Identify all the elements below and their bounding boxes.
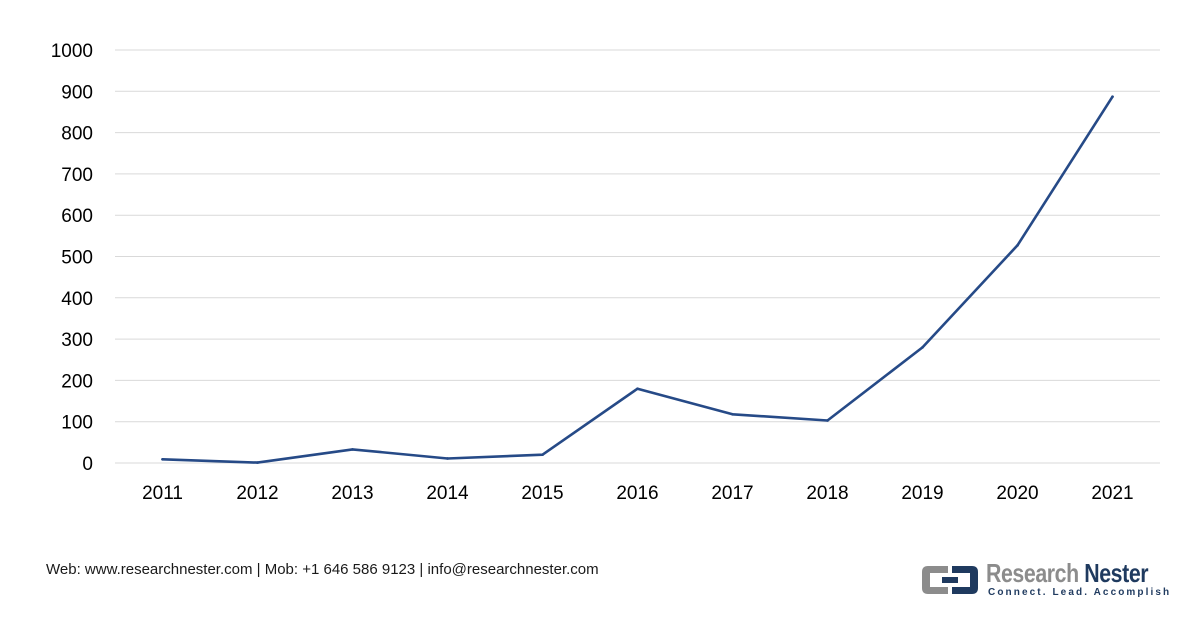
data-point: [256, 461, 259, 464]
data-series: [161, 95, 1114, 464]
y-tick-label: 800: [61, 124, 93, 145]
y-tick-label: 0: [82, 454, 93, 475]
data-point: [161, 457, 164, 461]
data-point: [731, 412, 734, 416]
footer-contact-info: Web: www.researchnester.com | Mob: +1 64…: [46, 561, 599, 578]
x-tick-label: 2011: [142, 483, 183, 504]
y-tick-label: 300: [61, 330, 93, 351]
y-tick-label: 400: [61, 289, 93, 310]
x-tick-label: 2015: [521, 483, 563, 504]
y-tick-label: 500: [61, 248, 93, 269]
brand-name-part1: Research: [986, 558, 1079, 588]
x-tick-label: 2014: [426, 483, 469, 504]
series-line: [161, 95, 1114, 464]
data-point: [636, 387, 639, 390]
gridlines: [115, 49, 1160, 464]
x-tick-label: 2018: [806, 483, 848, 504]
brand-logo: Research Nester Connect. Lead. Accomplis…: [918, 558, 1180, 602]
y-tick-label: 600: [61, 206, 93, 227]
brand-name-part2: Nester: [1084, 558, 1149, 588]
x-tick-label: 2021: [1091, 483, 1133, 504]
y-tick-label: 900: [61, 82, 93, 103]
y-tick-label: 1000: [51, 41, 93, 62]
data-point: [541, 453, 544, 457]
y-tick-label: 700: [61, 165, 93, 186]
x-axis-tick-labels: 2011 2012 2013 2014 2015 2016 2017 2018 2019 2020…: [142, 483, 1134, 504]
x-tick-label: 2017: [711, 483, 753, 504]
data-point: [1016, 244, 1019, 247]
x-tick-label: 2019: [901, 483, 943, 504]
data-point: [1111, 95, 1114, 98]
brand-name: Research Nester: [986, 558, 1149, 589]
data-point: [826, 419, 829, 422]
x-tick-label: 2020: [996, 483, 1038, 504]
y-axis-tick-labels: 0 100 200 300 400 500 600 700 800 900 1000: [51, 41, 93, 475]
x-tick-label: 2013: [331, 483, 373, 504]
data-point: [351, 448, 354, 451]
y-tick-label: 200: [61, 371, 93, 392]
data-point: [446, 457, 449, 460]
brand-tagline: Connect. Lead. Accomplish: [988, 587, 1172, 598]
y-tick-label: 100: [61, 413, 93, 434]
x-tick-label: 2016: [616, 483, 658, 504]
research-nester-logo-icon: [922, 566, 978, 594]
data-point: [921, 346, 924, 349]
x-tick-label: 2012: [236, 483, 278, 504]
